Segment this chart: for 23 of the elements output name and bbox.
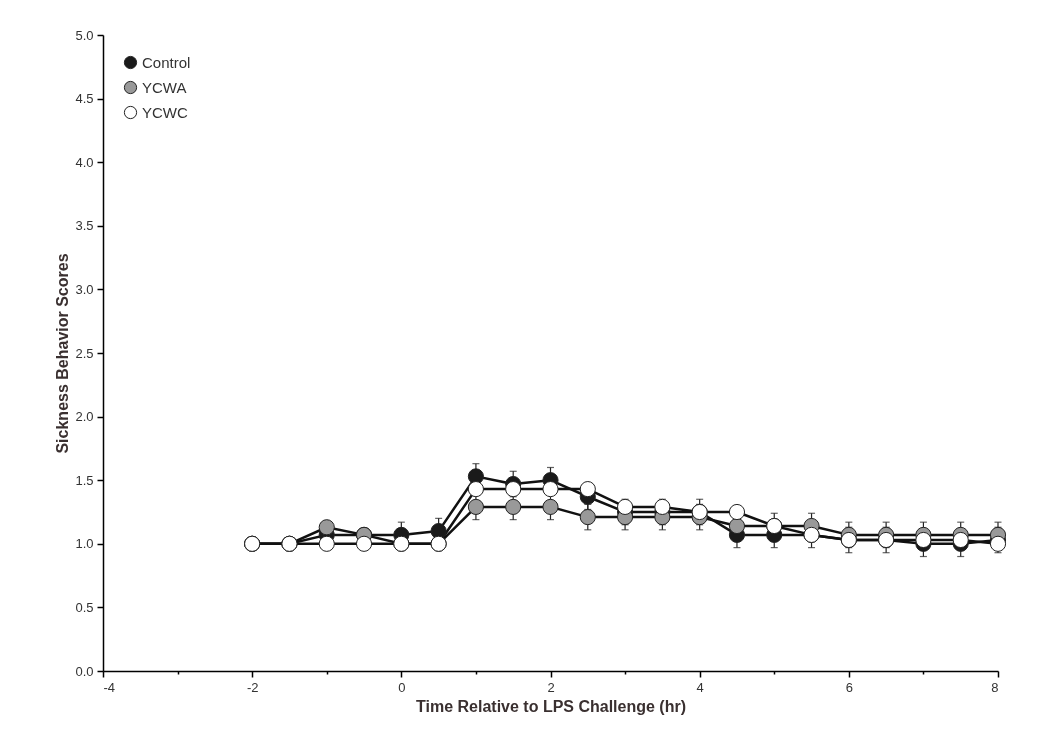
y-tick-label: 0.0 [75,663,94,679]
y-tick-label: 3.0 [75,281,94,297]
y-tick-label: 0.5 [75,599,94,615]
x-tick-label: 2 [547,679,555,695]
y-tick-label: 2.5 [75,345,94,361]
y-tick-label: 4.0 [75,154,94,170]
legend-label: YCWC [142,103,188,121]
y-tick-label: 5.0 [75,27,94,43]
x-axis-title: Time Relative to LPS Challenge (hr) [416,697,686,715]
legend-label: Control [142,53,191,71]
y-axis-title: Sickness Behavior Scores [54,253,72,454]
y-tick-label: 1.5 [75,472,94,488]
y-tick-label: 1.0 [75,536,94,552]
x-tick-label: -4 [103,679,116,695]
y-tick-label: 3.5 [75,218,94,234]
y-tick-label: 2.0 [75,409,94,425]
legend-label: YCWA [142,78,187,96]
y-tick-label: 4.5 [75,91,94,107]
x-tick-label: 0 [398,679,406,695]
x-tick-label: 4 [696,679,704,695]
x-tick-label: -2 [246,679,259,695]
x-tick-label: 8 [991,679,999,695]
x-tick-label: 6 [845,679,853,695]
